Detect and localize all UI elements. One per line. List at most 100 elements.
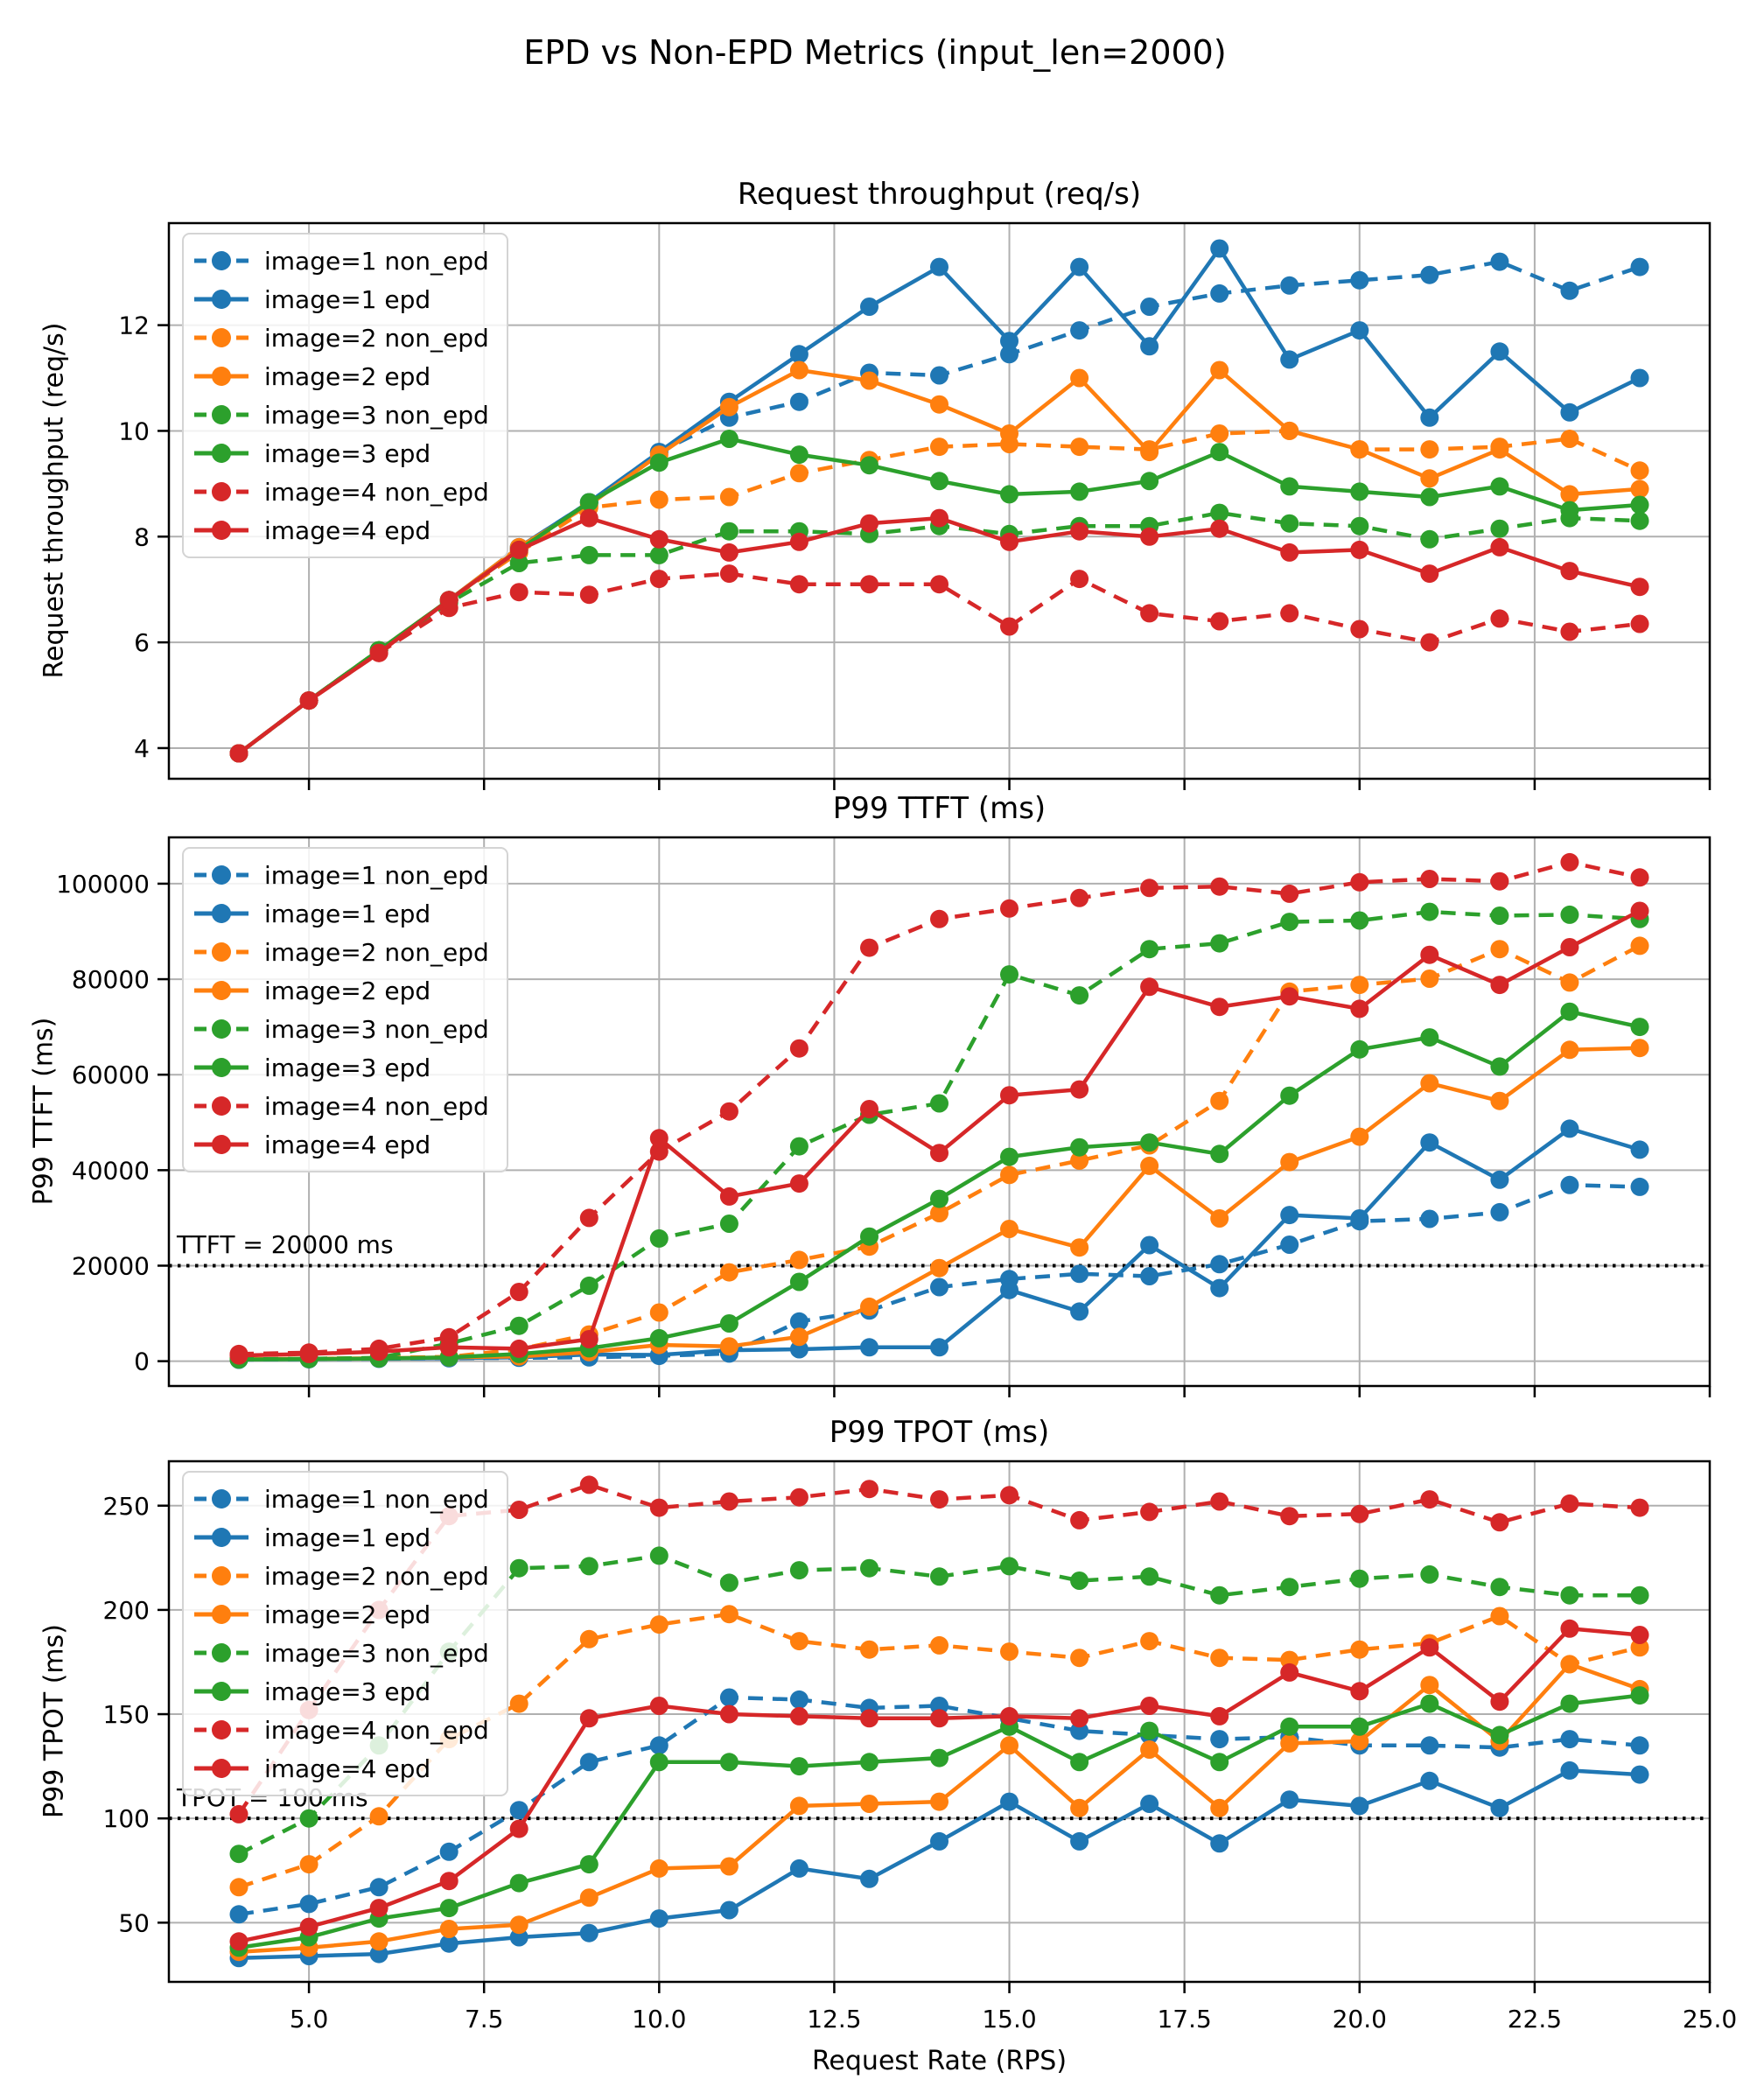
legend-label: image=2 non_epd [264, 937, 489, 967]
y-tick-label: 200 [103, 1596, 150, 1625]
chart-2-plot: 0 20000 40000 60000 80000 100000 [56, 836, 1712, 1397]
y-tick-label: 10 [118, 416, 150, 445]
legend-item-image-3-epd: image=3 epd [194, 434, 489, 472]
legend-item-image-2-epd: image=2 epd [194, 357, 489, 396]
x-tick-label: 12.5 [807, 2005, 861, 2034]
dashed-line-marker-icon [194, 1565, 248, 1586]
solid-line-marker-icon [194, 443, 248, 464]
legend-label: image=1 epd [264, 284, 431, 314]
legend-label: image=1 epd [264, 899, 431, 928]
series-markers-image-4-epd [229, 508, 1649, 763]
x-tick-label: 22.5 [1508, 2005, 1562, 2034]
legend-label: image=4 epd [264, 515, 431, 545]
chart2-legend: image=1 non_epd image=1 epd image=2 non_ep… [182, 847, 508, 1172]
y-tick-label: 8 [134, 522, 150, 551]
dashed-line-marker-icon [194, 1642, 248, 1663]
legend-label: image=3 epd [264, 1053, 431, 1082]
chart3-y-axis-label: P99 TPOT (ms) [38, 1624, 70, 1818]
chart3-title: P99 TPOT (ms) [829, 1415, 1050, 1450]
y-tick-label: 100 [103, 1804, 150, 1833]
legend-item-image-2-non_epd: image=2 non_epd [194, 933, 489, 971]
legend-label: image=2 epd [264, 1600, 431, 1629]
y-tick-label: 250 [103, 1492, 150, 1521]
dashed-line-marker-icon [194, 481, 248, 502]
dashed-line-marker-icon [194, 327, 248, 348]
legend-label: image=4 non_epd [264, 477, 489, 507]
series-markers-image-4-non_epd [229, 564, 1649, 763]
chart1-y-axis-label: Request throughput (req/s) [38, 322, 70, 679]
solid-line-marker-icon [194, 1057, 248, 1078]
legend-label: image=3 epd [264, 438, 431, 468]
x-tick-label: 20.0 [1333, 2005, 1387, 2034]
legend-label: image=3 non_epd [264, 400, 489, 430]
y-tick-label: 50 [118, 1908, 150, 1937]
legend-item-image-2-non_epd: image=2 non_epd [194, 1557, 489, 1595]
legend-item-image-4-epd: image=4 epd [194, 1749, 489, 1788]
legend-label: image=1 non_epd [264, 246, 489, 276]
legend-item-image-4-epd: image=4 epd [194, 1125, 489, 1164]
series-markers-image-3-non_epd [229, 1546, 1649, 1864]
dashed-line-marker-icon [194, 942, 248, 962]
legend-item-image-4-non_epd: image=4 non_epd [194, 1711, 489, 1749]
legend-label: image=2 epd [264, 976, 431, 1005]
plot-frame [167, 221, 1712, 780]
dashed-line-marker-icon [194, 1018, 248, 1040]
y-tick-label: 6 [134, 628, 150, 657]
y-tick-label: 12 [118, 312, 150, 340]
legend-item-image-2-epd: image=2 epd [194, 1595, 489, 1634]
y-tick-label: 0 [134, 1348, 150, 1376]
solid-line-marker-icon [194, 903, 248, 924]
y-tick-label: 60000 [72, 1060, 150, 1089]
solid-line-marker-icon [194, 520, 248, 541]
legend-item-image-1-non_epd: image=1 non_epd [194, 1480, 489, 1518]
legend-label: image=1 non_epd [264, 1484, 489, 1514]
legend-item-image-1-epd: image=1 epd [194, 1518, 489, 1557]
dashed-line-marker-icon [194, 1719, 248, 1740]
chart2-y-axis-label: P99 TTFT (ms) [28, 1017, 60, 1206]
chart3-legend: image=1 non_epd image=1 epd image=2 non_ep… [182, 1471, 508, 1796]
legend-label: image=3 epd [264, 1676, 431, 1706]
legend-item-image-2-non_epd: image=2 non_epd [194, 318, 489, 357]
legend-item-image-1-epd: image=1 epd [194, 280, 489, 318]
legend-label: image=3 non_epd [264, 1638, 489, 1668]
dashed-line-marker-icon [194, 1488, 248, 1509]
series-markers-image-4-epd [229, 901, 1649, 1365]
legend-item-image-4-non_epd: image=4 non_epd [194, 1087, 489, 1125]
solid-line-marker-icon [194, 1527, 248, 1548]
ttft-threshold-annotation: TTFT = 20000 ms [177, 1230, 394, 1259]
solid-line-marker-icon [194, 366, 248, 387]
legend-label: image=3 non_epd [264, 1014, 489, 1044]
x-tick-label: 10.0 [632, 2005, 686, 2034]
series-markers-image-4-epd [229, 1619, 1649, 1951]
legend-item-image-4-epd: image=4 epd [194, 511, 489, 550]
legend-item-image-3-epd: image=3 epd [194, 1048, 489, 1087]
legend-item-image-3-epd: image=3 epd [194, 1672, 489, 1711]
legend-label: image=4 epd [264, 1754, 431, 1783]
y-tick-label: 100000 [56, 870, 150, 899]
dashed-line-marker-icon [194, 250, 248, 271]
legend-item-image-1-non_epd: image=1 non_epd [194, 242, 489, 280]
legend-item-image-2-epd: image=2 epd [194, 971, 489, 1010]
legend-item-image-3-non_epd: image=3 non_epd [194, 1010, 489, 1048]
x-tick-label: 7.5 [465, 2005, 504, 2034]
y-tick-label: 4 [134, 734, 150, 763]
legend-item-image-1-non_epd: image=1 non_epd [194, 856, 489, 894]
x-tick-label: 25.0 [1683, 2005, 1737, 2034]
legend-label: image=4 epd [264, 1130, 431, 1159]
chart2-title: P99 TTFT (ms) [832, 791, 1046, 826]
series-line-image-4-non_epd [237, 571, 1641, 755]
legend-label: image=1 non_epd [264, 860, 489, 890]
legend-item-image-4-non_epd: image=4 non_epd [194, 472, 489, 511]
x-tick-label: 15.0 [982, 2005, 1036, 2034]
solid-line-marker-icon [194, 1681, 248, 1702]
solid-line-marker-icon [194, 1758, 248, 1779]
y-tick-label: 80000 [72, 965, 150, 994]
y-tick-label: 40000 [72, 1156, 150, 1185]
legend-label: image=1 epd [264, 1522, 431, 1552]
dashed-line-marker-icon [194, 1096, 248, 1116]
plot-frame [167, 836, 1712, 1388]
plot-frame [167, 1460, 1712, 1984]
chart1-title: Request throughput (req/s) [737, 177, 1142, 212]
